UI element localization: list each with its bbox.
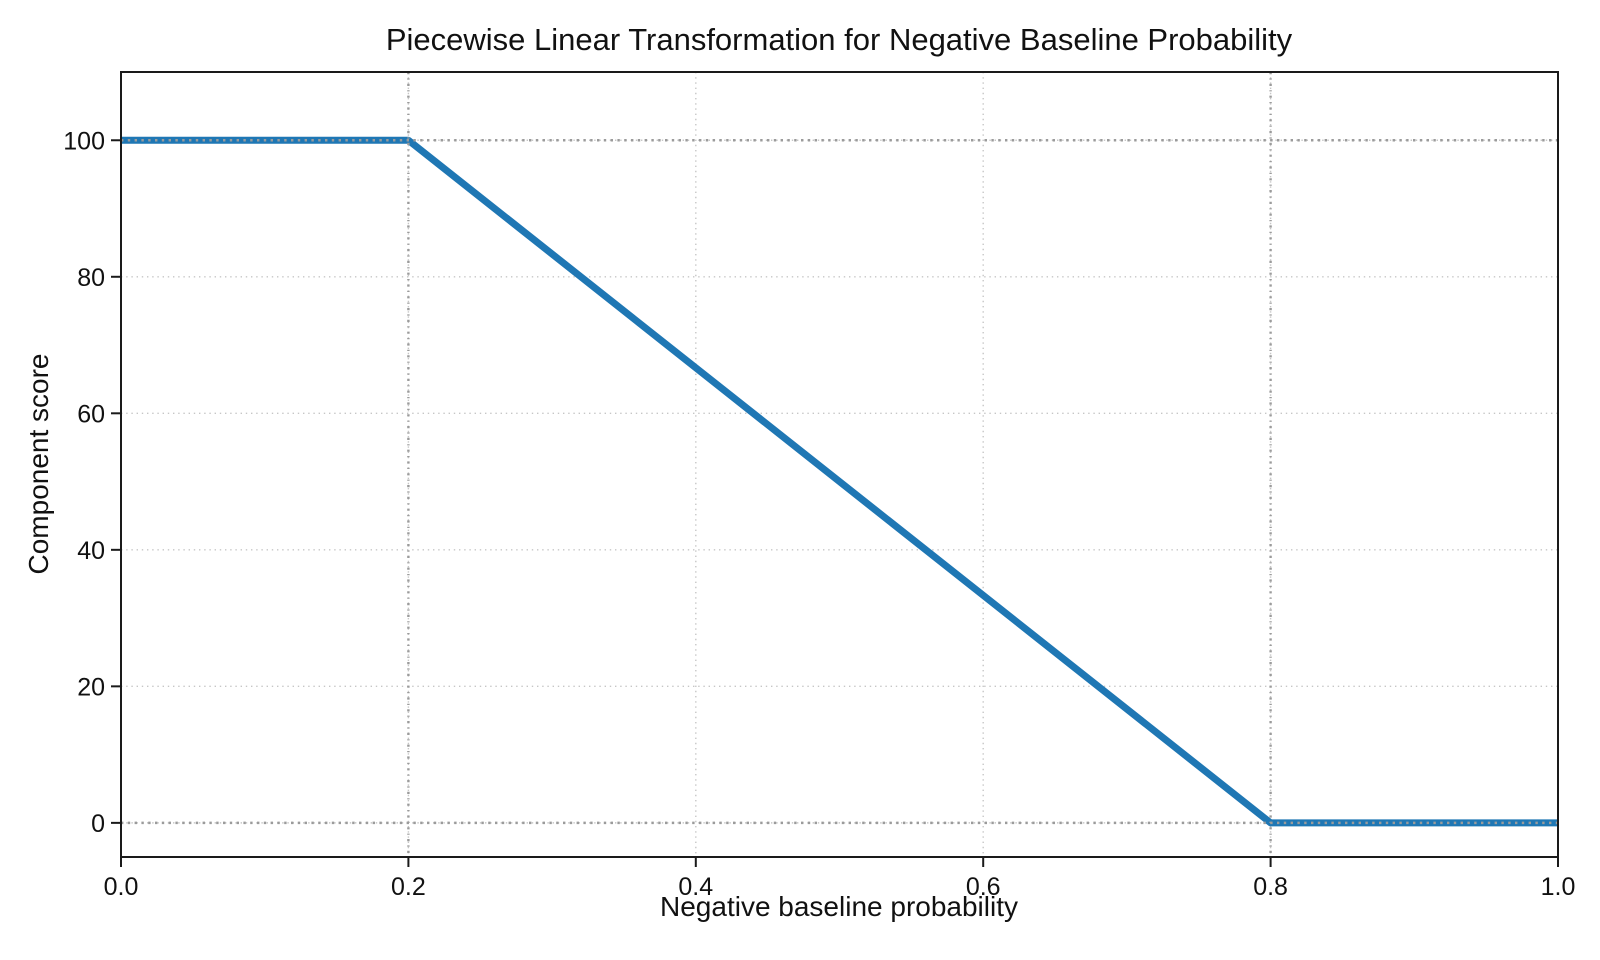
- y-tick-label: 80: [77, 264, 105, 292]
- data-series: [121, 136, 1558, 827]
- tick-labels: 0.0 0.2 0.4 0.6 0.8 1.0 0 20 40 60 80 100: [63, 127, 1575, 901]
- y-tick-label: 60: [77, 400, 105, 428]
- plot-border: [120, 71, 1559, 858]
- x-tick-label: 0.0: [104, 873, 139, 901]
- x-axis-label: Negative baseline probability: [660, 891, 1018, 922]
- y-tick-label: 0: [91, 810, 105, 838]
- y-tick-label: 20: [77, 673, 105, 701]
- x-tick-label: 0.8: [1253, 873, 1288, 901]
- y-tick-label: 40: [77, 537, 105, 565]
- chart-title: Piecewise Linear Transformation for Nega…: [386, 22, 1293, 57]
- y-axis-label: Component score: [23, 353, 54, 574]
- data-line: [121, 136, 1558, 827]
- gridlines: [121, 72, 1558, 857]
- x-tick-label: 0.6: [966, 873, 1001, 901]
- y-tick-label: 100: [63, 127, 105, 155]
- axes-frame: [120, 71, 1559, 858]
- x-tick-label: 0.2: [391, 873, 426, 901]
- x-tick-label: 0.4: [678, 873, 713, 901]
- x-tick-label: 1.0: [1541, 873, 1576, 901]
- reference-lines: [121, 72, 1558, 857]
- axis-ticks: [111, 139, 1559, 867]
